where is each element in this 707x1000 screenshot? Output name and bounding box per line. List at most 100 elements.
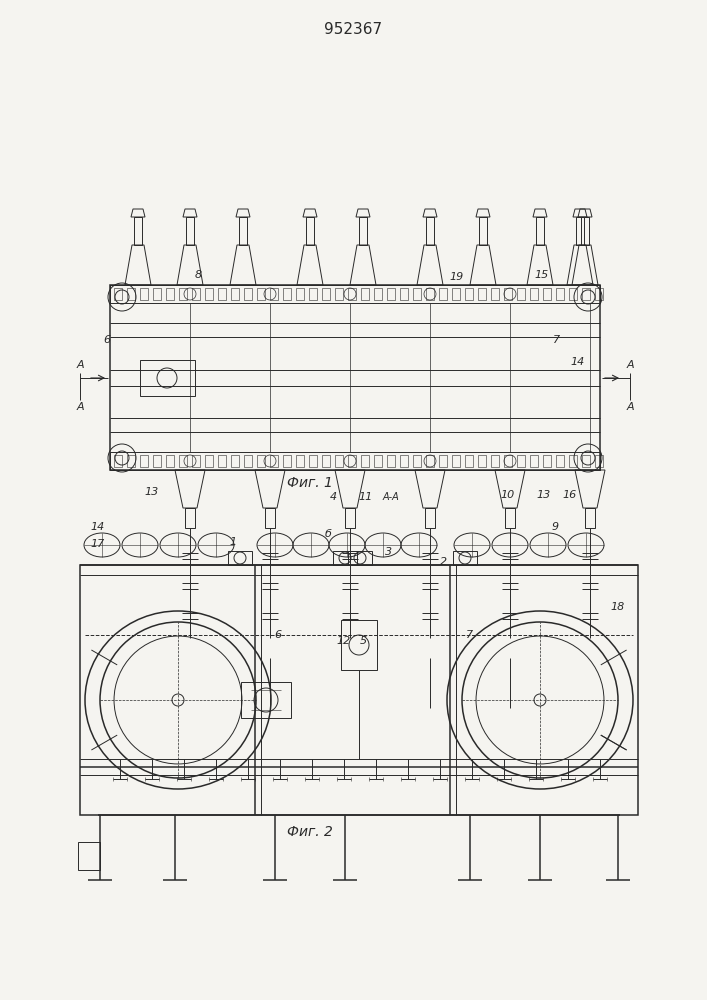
Bar (296, 288, 304, 300)
Bar (387, 288, 395, 300)
Text: 3: 3 (385, 547, 392, 557)
Text: 13: 13 (144, 487, 158, 497)
Bar (543, 288, 551, 300)
Text: 12: 12 (336, 636, 350, 646)
Bar (400, 455, 408, 467)
Text: 7: 7 (466, 630, 473, 640)
Bar (361, 288, 369, 300)
Bar (478, 288, 486, 300)
Text: 2: 2 (440, 557, 447, 567)
Text: 9: 9 (552, 522, 559, 532)
Bar (374, 455, 382, 467)
Bar (153, 288, 161, 300)
Bar (110, 452, 600, 470)
Text: 6: 6 (274, 630, 281, 640)
Bar (270, 455, 278, 467)
Bar (465, 288, 473, 300)
Text: 4: 4 (330, 492, 337, 502)
Bar (244, 455, 252, 467)
Bar (283, 455, 291, 467)
Bar (205, 288, 213, 300)
Text: б: б (325, 529, 332, 539)
Text: 14: 14 (570, 357, 584, 367)
Bar (439, 288, 447, 300)
Bar (231, 288, 239, 300)
Bar (114, 288, 122, 300)
Bar (452, 288, 460, 300)
Bar (192, 455, 200, 467)
Bar (179, 288, 187, 300)
Bar (179, 455, 187, 467)
Bar (341, 620, 377, 670)
Bar (556, 455, 564, 467)
Bar (218, 455, 226, 467)
Bar (556, 288, 564, 300)
Bar (140, 360, 195, 396)
Bar (348, 455, 356, 467)
Bar (569, 455, 577, 467)
Bar (348, 288, 356, 300)
Bar (322, 288, 330, 300)
Bar (595, 288, 603, 300)
Bar (426, 455, 434, 467)
Bar (348, 551, 372, 565)
Bar (478, 455, 486, 467)
Bar (439, 455, 447, 467)
Bar (231, 455, 239, 467)
Text: A: A (626, 360, 633, 370)
Bar (569, 288, 577, 300)
Text: 19: 19 (449, 272, 463, 282)
Bar (80, 565, 638, 815)
Bar (517, 288, 525, 300)
Bar (140, 455, 148, 467)
Bar (218, 288, 226, 300)
Bar (166, 288, 174, 300)
Bar (309, 288, 317, 300)
Bar (530, 288, 538, 300)
Bar (166, 455, 174, 467)
Bar (361, 455, 369, 467)
Bar (335, 455, 343, 467)
Text: 14: 14 (90, 522, 104, 532)
Text: Фиг. 2: Фиг. 2 (287, 825, 333, 839)
Text: A: A (76, 360, 84, 370)
Bar (504, 455, 512, 467)
Bar (595, 455, 603, 467)
Bar (127, 288, 135, 300)
Bar (465, 455, 473, 467)
Bar (413, 288, 421, 300)
Bar (543, 455, 551, 467)
Bar (517, 455, 525, 467)
Text: Фиг. 1: Фиг. 1 (287, 476, 333, 490)
Bar (452, 455, 460, 467)
Bar (413, 455, 421, 467)
Text: 7: 7 (553, 335, 560, 345)
Text: 952367: 952367 (324, 22, 382, 37)
Text: 6: 6 (103, 335, 110, 345)
Bar (400, 288, 408, 300)
Text: A: A (76, 402, 84, 412)
Bar (153, 455, 161, 467)
Bar (426, 288, 434, 300)
Bar (241, 682, 291, 718)
Bar (296, 455, 304, 467)
Bar (387, 455, 395, 467)
Bar (205, 455, 213, 467)
Bar (453, 551, 477, 565)
Bar (127, 455, 135, 467)
Text: 11: 11 (358, 492, 373, 502)
Bar (110, 285, 600, 303)
Bar (582, 288, 590, 300)
Bar (270, 288, 278, 300)
Bar (333, 551, 357, 565)
Text: 15: 15 (534, 270, 548, 280)
Bar (192, 288, 200, 300)
Text: 8: 8 (195, 270, 202, 280)
Bar (78, 842, 100, 870)
Bar (244, 288, 252, 300)
Bar (335, 288, 343, 300)
Bar (228, 551, 252, 565)
Bar (322, 455, 330, 467)
Text: 5: 5 (360, 636, 367, 646)
Bar (257, 288, 265, 300)
